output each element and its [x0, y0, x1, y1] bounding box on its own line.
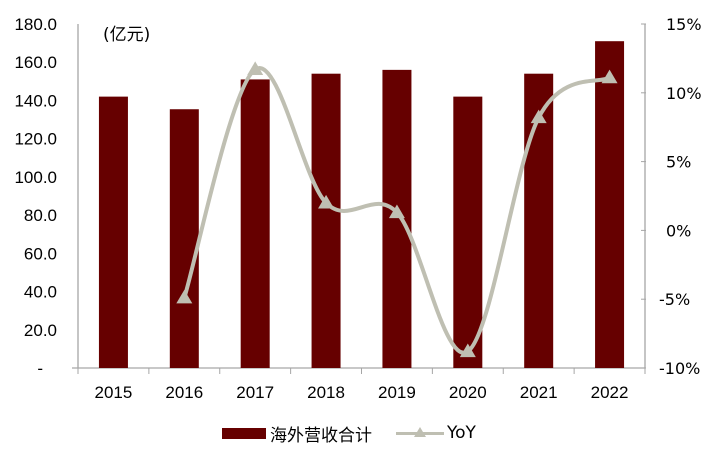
- right-y-axis: -10% -5% 0% 5% 10% 15%: [641, 15, 702, 378]
- right-tick-label: -5%: [659, 290, 690, 309]
- triangle-marker-icon: [530, 109, 547, 124]
- x-tick-label: 2019: [378, 383, 416, 402]
- triangle-marker-icon: [318, 194, 335, 209]
- triangle-marker-icon: [601, 69, 618, 84]
- legend-bar-swatch-icon: [222, 427, 266, 439]
- left-y-axis: - 20.0 40.0 60.0 80.0 100.0 120.0 140.0 160.0 180…: [14, 15, 79, 378]
- x-tick-label: 2016: [165, 383, 203, 402]
- left-tick-label: 60.0: [24, 244, 57, 263]
- unit-label: (亿元): [103, 25, 151, 45]
- bar-series-overseas-revenue: [98, 41, 625, 368]
- right-tick-label: 15%: [666, 15, 702, 34]
- triangle-marker-icon: [459, 343, 476, 358]
- x-axis: 2015 2016 2017 2018 2019 2020 2021 2022: [72, 367, 646, 402]
- x-tick-label: 2015: [95, 383, 133, 402]
- left-tick-label: 80.0: [24, 206, 57, 225]
- left-tick-label: 20.0: [24, 321, 57, 340]
- left-tick-label: 120.0: [14, 130, 57, 149]
- bar: [453, 96, 483, 368]
- right-tick-label: 5%: [666, 153, 691, 172]
- x-tick-label: 2022: [591, 383, 629, 402]
- left-tick-label: 160.0: [14, 53, 57, 72]
- legend-label-overseas-revenue: 海外营收合计: [270, 425, 372, 446]
- x-tick-label: 2017: [236, 383, 274, 402]
- left-tick-label: 140.0: [14, 91, 57, 110]
- left-tick-label: 180.0: [14, 15, 57, 34]
- left-tick-label: 100.0: [14, 168, 57, 187]
- left-tick-label: 40.0: [24, 283, 57, 302]
- bar: [98, 96, 128, 368]
- bar: [382, 69, 412, 368]
- x-tick-label: 2021: [520, 383, 558, 402]
- legend-label-yoy: YoY: [447, 423, 476, 443]
- x-tick-label: 2020: [449, 383, 487, 402]
- bar: [169, 109, 199, 368]
- bar: [240, 79, 270, 368]
- legend-line-triangle-icon: [396, 421, 444, 445]
- triangle-marker-icon: [388, 204, 405, 219]
- triangle-marker-icon: [176, 289, 193, 304]
- x-tick-label: 2018: [307, 383, 345, 402]
- left-tick-label: -: [37, 359, 43, 378]
- line-series-yoy: [176, 61, 618, 358]
- bar: [311, 73, 341, 368]
- triangle-marker-icon: [247, 61, 264, 76]
- right-tick-label: 10%: [666, 84, 702, 103]
- right-tick-label: -10%: [659, 359, 700, 378]
- legend: 海外营收合计 YoY: [222, 421, 476, 446]
- right-tick-label: 0%: [666, 221, 691, 240]
- bar: [595, 41, 625, 368]
